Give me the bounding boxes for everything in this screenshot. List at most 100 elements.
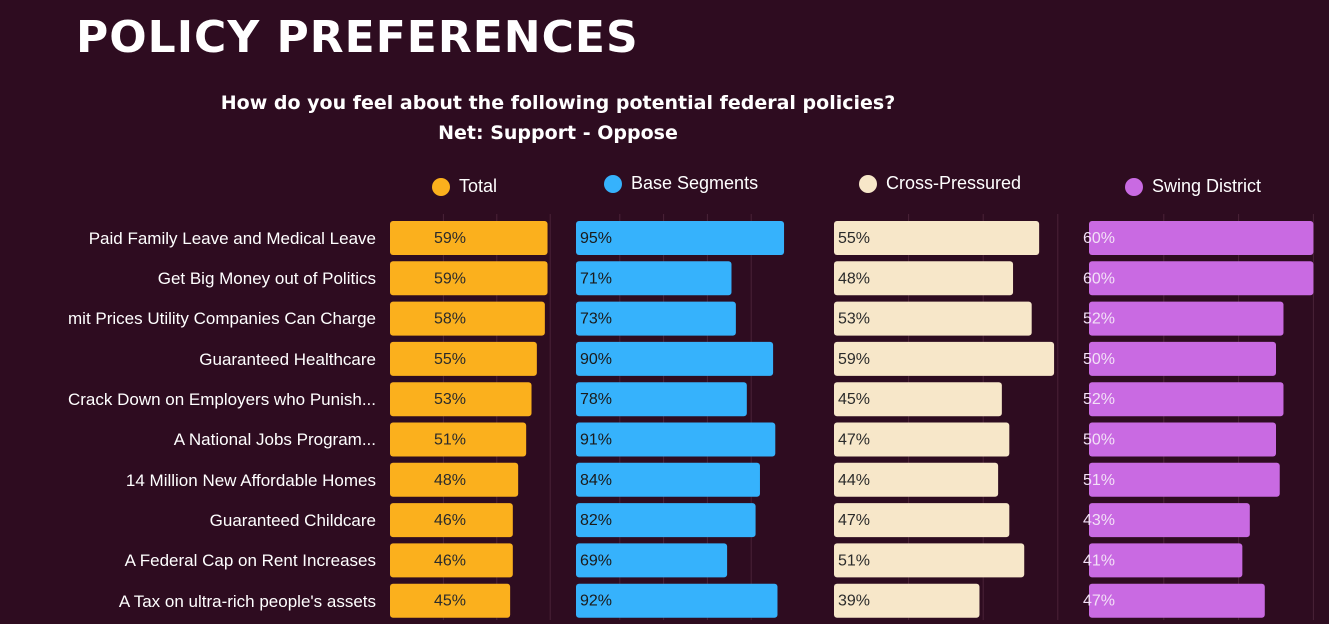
- data-label-cross-pressured: 44%: [838, 472, 870, 489]
- bar-total: [390, 583, 511, 618]
- data-label-total: 46%: [434, 512, 466, 529]
- data-label-base-segments: 92%: [580, 593, 612, 610]
- bar-swing-district: [1089, 261, 1314, 296]
- legend-swatch-cross-pressured: [859, 174, 877, 193]
- bar-swing-district: [1089, 341, 1276, 376]
- bar-base-segments: [576, 221, 785, 255]
- data-label-total: 58%: [434, 311, 466, 328]
- bar-swing-district: [1089, 543, 1243, 578]
- bar-swing-district: [1089, 583, 1265, 618]
- data-label-total: 59%: [434, 270, 466, 287]
- data-label-swing-district: 50%: [1083, 351, 1115, 368]
- data-label-base-segments: 91%: [580, 432, 612, 449]
- data-label-total: 53%: [434, 391, 466, 408]
- data-label-swing-district: 50%: [1083, 432, 1115, 449]
- category-label: Paid Family Leave and Medical Leave: [88, 229, 376, 248]
- category-label: Guaranteed Healthcare: [199, 350, 376, 369]
- bar-cross-pressured: [834, 422, 1010, 457]
- bar-cross-pressured: [834, 583, 980, 618]
- category-label: Crack Down on Employers who Punish...: [67, 390, 376, 409]
- bar-total: [390, 543, 513, 578]
- bar-total: [390, 422, 527, 457]
- category-label: A Federal Cap on Rent Increases: [124, 551, 376, 570]
- bar-total: [390, 462, 519, 497]
- bar-base-segments: [576, 543, 728, 578]
- data-label-cross-pressured: 47%: [838, 512, 870, 529]
- data-label-base-segments: 73%: [580, 311, 612, 328]
- bar-base-segments: [576, 422, 776, 457]
- data-label-total: 51%: [434, 432, 466, 449]
- bar-cross-pressured: [834, 301, 1032, 336]
- data-label-base-segments: 84%: [580, 472, 612, 489]
- data-label-swing-district: 52%: [1083, 391, 1115, 408]
- category-label: 14 Million New Affordable Homes: [125, 471, 376, 490]
- data-label-total: 55%: [434, 351, 466, 368]
- legend-item-base-segments: Base Segments: [604, 173, 758, 194]
- legend-label-total: Total: [459, 176, 498, 196]
- data-label-swing-district: 60%: [1083, 230, 1115, 247]
- bar-cross-pressured: [834, 382, 1002, 417]
- data-label-cross-pressured: 59%: [838, 351, 870, 368]
- category-label: mit Prices Utility Companies Can Charge: [68, 309, 376, 328]
- data-label-cross-pressured: 47%: [838, 432, 870, 449]
- bar-total: [390, 301, 545, 336]
- bar-base-segments: [576, 382, 747, 417]
- bar-total: [390, 221, 548, 255]
- legend-label-base-segments: Base Segments: [631, 173, 759, 193]
- bar-swing-district: [1089, 221, 1314, 255]
- category-label: Guaranteed Childcare: [209, 511, 376, 530]
- legend-swatch-base-segments: [604, 174, 622, 193]
- legend-label-swing-district: Swing District: [1152, 176, 1262, 196]
- bar-base-segments: [576, 341, 774, 376]
- data-label-swing-district: 51%: [1083, 472, 1115, 489]
- bar-cross-pressured: [834, 261, 1014, 296]
- data-label-total: 48%: [434, 472, 466, 489]
- data-label-cross-pressured: 39%: [838, 593, 870, 610]
- bar-total: [390, 503, 513, 538]
- data-label-base-segments: 78%: [580, 391, 612, 408]
- chart-subtitle-line2: Net: Support - Oppose: [438, 122, 678, 144]
- chart-title: POLICY PREFERENCES: [76, 12, 639, 63]
- bar-swing-district: [1089, 422, 1276, 457]
- legend-swatch-total: [432, 177, 450, 196]
- data-label-base-segments: 69%: [580, 552, 612, 569]
- category-label: A Tax on ultra-rich people's assets: [118, 592, 376, 611]
- data-label-total: 59%: [434, 230, 466, 247]
- bar-cross-pressured: [834, 221, 1040, 255]
- data-label-swing-district: 43%: [1083, 512, 1115, 529]
- bar-swing-district: [1089, 382, 1284, 417]
- legend-item-swing-district: Swing District: [1125, 176, 1261, 197]
- category-label: A National Jobs Program...: [173, 430, 376, 449]
- data-label-base-segments: 82%: [580, 512, 612, 529]
- bar-total: [390, 382, 532, 417]
- data-label-total: 45%: [434, 593, 466, 610]
- legend-label-cross-pressured: Cross-Pressured: [886, 173, 1022, 193]
- legend-swatch-swing-district: [1125, 177, 1143, 196]
- bar-swing-district: [1089, 503, 1250, 538]
- bar-base-segments: [576, 503, 756, 538]
- bar-cross-pressured: [834, 503, 1010, 538]
- bar-swing-district: [1089, 301, 1284, 336]
- data-label-swing-district: 52%: [1083, 311, 1115, 328]
- legend-item-cross-pressured: Cross-Pressured: [859, 173, 1021, 194]
- data-label-cross-pressured: 53%: [838, 311, 870, 328]
- bar-cross-pressured: [834, 462, 999, 497]
- data-label-total: 46%: [434, 552, 466, 569]
- bar-total: [390, 341, 537, 376]
- legend-item-total: Total: [432, 176, 497, 197]
- data-label-cross-pressured: 55%: [838, 230, 870, 247]
- bar-base-segments: [576, 462, 760, 497]
- data-label-swing-district: 60%: [1083, 270, 1115, 287]
- bar-base-segments: [576, 583, 778, 618]
- bar-total: [390, 261, 548, 296]
- data-label-cross-pressured: 51%: [838, 552, 870, 569]
- data-label-cross-pressured: 45%: [838, 391, 870, 408]
- data-label-cross-pressured: 48%: [838, 270, 870, 287]
- chart-subtitle-line1: How do you feel about the following pote…: [220, 92, 896, 114]
- data-label-base-segments: 95%: [580, 230, 612, 247]
- bar-base-segments: [576, 301, 736, 336]
- bar-swing-district: [1089, 462, 1280, 497]
- data-label-swing-district: 41%: [1083, 552, 1115, 569]
- bar-cross-pressured: [834, 543, 1025, 578]
